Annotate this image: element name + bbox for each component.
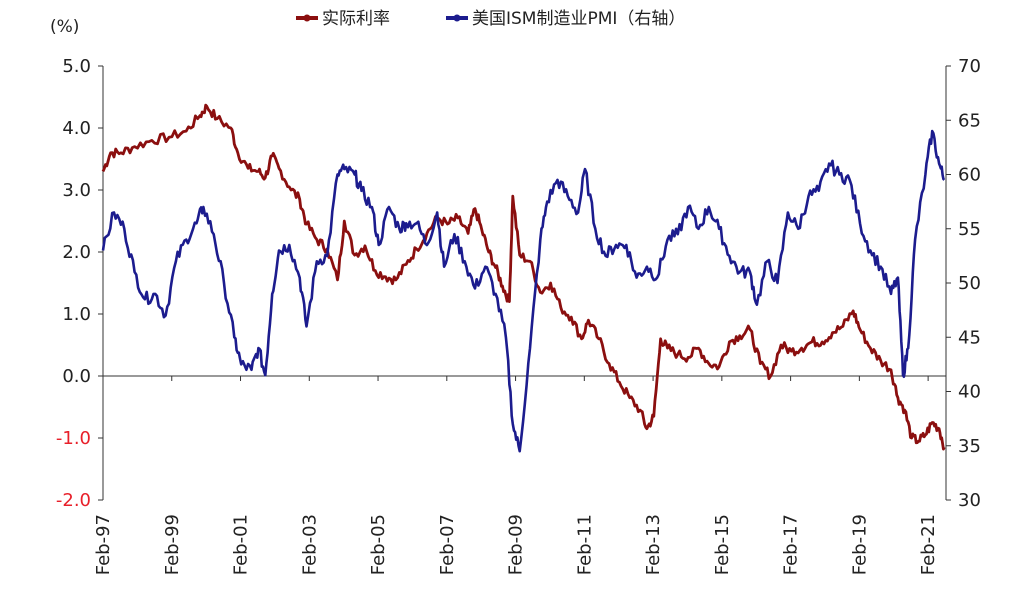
left-axis-unit-label: (%) bbox=[50, 17, 79, 37]
legend-dot-real-rate bbox=[303, 14, 311, 22]
series-line-ism-pmi bbox=[101, 129, 946, 453]
x-axis-tick-label: Feb-11 bbox=[574, 514, 595, 575]
right-axis-tick-label: 50 bbox=[958, 273, 981, 294]
left-axis-tick-label: 5.0 bbox=[62, 56, 91, 77]
left-axis-tick-label: -1.0 bbox=[56, 428, 91, 449]
x-axis-tick-label: Feb-03 bbox=[299, 514, 320, 575]
x-axis-tick-label: Feb-19 bbox=[849, 514, 870, 575]
legend-dot-ism-pmi bbox=[453, 14, 461, 22]
left-axis-tick-label: 0.0 bbox=[62, 366, 91, 387]
left-axis-tick-label: 2.0 bbox=[62, 242, 91, 263]
x-axis-tick-label: Feb-97 bbox=[93, 514, 114, 575]
legend-item-real-rate: 实际利率 bbox=[296, 9, 390, 29]
x-axis-tick-label: Feb-07 bbox=[437, 514, 458, 575]
left-axis-tick-label: -2.0 bbox=[56, 490, 91, 511]
right-axis-tick-label: 45 bbox=[958, 327, 981, 348]
x-axis-tick-label: Feb-99 bbox=[162, 514, 183, 575]
legend-item-ism-pmi: 美国ISM制造业PMI（右轴） bbox=[446, 9, 685, 29]
x-axis-tick-label: Feb-21 bbox=[918, 514, 939, 575]
legend-label-real-rate: 实际利率 bbox=[322, 9, 390, 29]
left-axis-tick-label: 4.0 bbox=[62, 118, 91, 139]
x-axis-tick-label: Feb-09 bbox=[506, 514, 527, 575]
x-axis-tick-label: Feb-15 bbox=[712, 514, 733, 575]
right-axis-tick-label: 30 bbox=[958, 490, 981, 511]
x-axis-tick-label: Feb-13 bbox=[643, 514, 664, 575]
left-axis-tick-label: 1.0 bbox=[62, 304, 91, 325]
x-axis-tick-label: Feb-01 bbox=[231, 514, 252, 575]
right-axis-tick-label: 40 bbox=[958, 382, 981, 403]
x-axis-tick-label: Feb-05 bbox=[368, 514, 389, 575]
right-axis-tick-label: 55 bbox=[958, 219, 981, 240]
legend: 实际利率 美国ISM制造业PMI（右轴） bbox=[296, 9, 685, 29]
left-axis-tick-label: 3.0 bbox=[62, 180, 91, 201]
right-axis-tick-label: 65 bbox=[958, 110, 981, 131]
right-axis-tick-label: 70 bbox=[958, 56, 981, 77]
right-axis-tick-label: 35 bbox=[958, 436, 981, 457]
legend-label-ism-pmi: 美国ISM制造业PMI（右轴） bbox=[472, 9, 685, 29]
x-axis-tick-label: Feb-17 bbox=[781, 514, 802, 575]
series-line-real-rate bbox=[101, 103, 946, 451]
right-axis-tick-label: 60 bbox=[958, 165, 981, 186]
